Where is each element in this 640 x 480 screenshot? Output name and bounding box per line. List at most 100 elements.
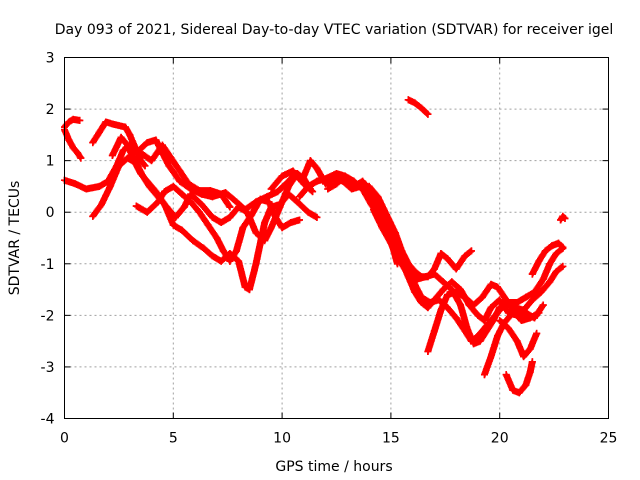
data-point [509,386,517,394]
data-point [546,278,554,286]
data-point [494,283,502,291]
series-track-6 [108,133,321,294]
data-point [463,324,471,332]
data-point [552,249,560,257]
data-point [439,286,447,294]
data-point [430,270,438,278]
data-point [239,224,247,232]
data-point [95,182,103,190]
plot-frame [64,57,609,419]
x-tick-label: 0 [60,431,69,447]
data-point [535,257,543,265]
series-track-7 [132,182,304,265]
data-point [148,157,156,165]
grid [64,57,609,419]
y-tick-labels: -4 -3 -2 -1 0 1 2 3 [41,51,55,428]
data-point [404,260,412,268]
data-point [272,213,280,221]
data-point [289,167,297,175]
series-track-8 [126,141,234,211]
data-point [137,157,145,165]
data-point [89,212,97,220]
data-point [267,224,275,232]
data-point [487,353,495,361]
data-series [61,96,569,397]
data-point [278,172,286,180]
data-point [126,131,134,139]
data-point [119,146,127,154]
data-point [537,288,545,296]
data-point [296,216,304,224]
data-point [483,327,491,335]
x-tick-labels: 0 5 10 15 20 25 [60,431,617,447]
data-point [533,329,541,337]
data-point [200,244,208,252]
data-point [494,332,502,340]
data-point [430,296,438,304]
data-point [539,275,547,283]
data-point [404,270,412,278]
data-point [535,309,543,317]
data-point [252,229,260,237]
data-point [378,224,386,232]
data-point [169,182,177,190]
data-point [161,200,169,208]
x-tick-label: 10 [273,431,291,447]
data-point [152,136,160,144]
data-point [206,187,214,195]
data-point [226,213,234,221]
data-point [69,144,77,152]
data-point [531,288,539,296]
data-point [359,177,367,185]
data-point [95,128,103,136]
data-point [304,182,312,190]
data-point [470,301,478,309]
marker-trace [370,206,567,348]
data-point [333,180,340,188]
data-point [217,257,225,265]
data-point [126,141,134,149]
data-point [452,314,460,322]
series-track-19 [557,212,569,224]
data-point [480,317,488,325]
chart-title: Day 093 of 2021, Sidereal Day-to-day VTE… [55,22,614,38]
data-point [222,189,230,197]
data-point [374,193,382,201]
series-track-18 [528,239,567,278]
data-point [487,304,495,312]
data-point [226,203,234,211]
data-point [252,260,260,268]
data-point [165,162,173,170]
data-point [293,198,301,206]
data-point [502,371,510,379]
data-point [541,247,549,255]
data-point [452,265,460,273]
axis-ticks [64,57,609,419]
y-tick-label: 0 [46,205,55,221]
data-point [443,255,451,263]
series-track-20 [404,96,432,118]
data-point [443,291,451,299]
data-point [341,172,349,180]
data-point [437,249,445,257]
data-point [176,177,184,185]
data-point [195,187,203,195]
data-point [387,239,395,247]
data-point [71,180,79,188]
data-point [513,298,521,306]
data-point [106,182,114,190]
data-point [287,219,295,227]
data-point [198,200,206,208]
data-point [424,110,432,118]
data-point [548,242,556,250]
data-point [496,296,504,304]
data-point [213,234,221,242]
data-point [132,202,140,210]
data-point [457,301,465,309]
x-tick-label: 20 [491,431,509,447]
data-point [413,275,421,283]
y-tick-label: 2 [46,102,55,118]
data-point [554,239,562,247]
y-axis-label: SDTVAR / TECUs [7,181,23,296]
